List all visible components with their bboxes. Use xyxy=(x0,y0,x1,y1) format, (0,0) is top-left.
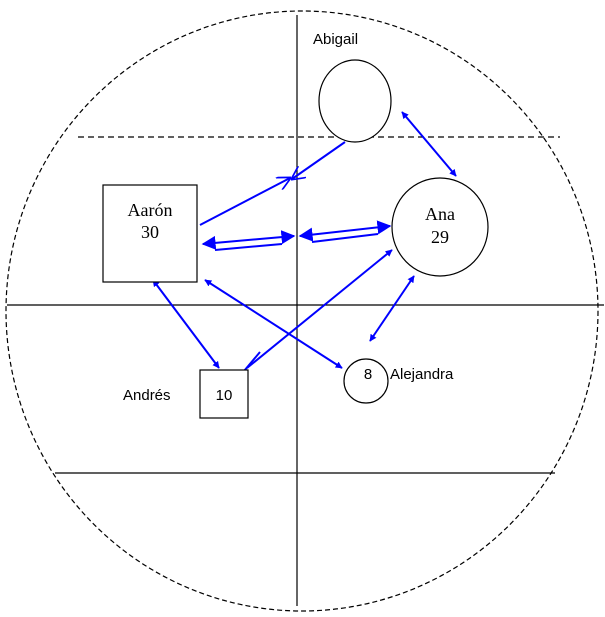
relation xyxy=(401,111,457,177)
node-label: Ana xyxy=(425,204,455,224)
relation xyxy=(246,249,393,369)
node-age: 8 xyxy=(364,366,372,383)
node-label: Abigail xyxy=(313,31,358,48)
relation xyxy=(369,275,415,342)
relation xyxy=(243,351,261,372)
node-age: 29 xyxy=(431,227,449,247)
node-andres xyxy=(199,369,249,419)
relation xyxy=(199,178,290,226)
relation xyxy=(204,279,343,369)
node-alejandra xyxy=(343,358,389,404)
relation xyxy=(298,220,392,242)
node-abigail xyxy=(318,59,392,143)
node-age: 30 xyxy=(141,222,159,242)
relation xyxy=(201,230,296,250)
relation xyxy=(292,141,346,179)
node-label: Alejandra xyxy=(390,366,454,383)
node-label: Aarón xyxy=(128,200,173,220)
relation xyxy=(152,279,220,369)
node-age: 10 xyxy=(216,387,233,404)
node-ana xyxy=(391,177,489,277)
node-aaron xyxy=(102,184,198,283)
relation xyxy=(214,243,283,251)
boundary xyxy=(5,10,599,612)
node-label: Andrés xyxy=(123,387,171,404)
relation xyxy=(311,233,379,243)
